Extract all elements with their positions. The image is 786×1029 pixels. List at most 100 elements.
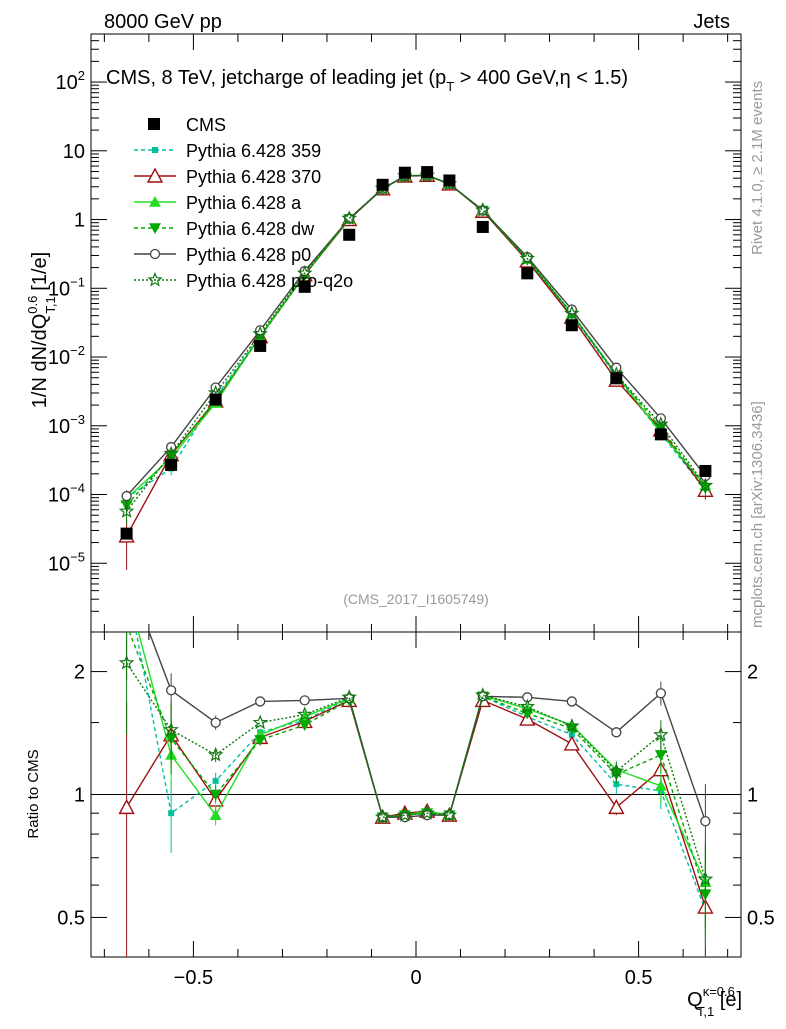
cms-data-point	[699, 464, 712, 477]
ratio-point	[441, 807, 458, 822]
header-energy: 8000 GeV pp	[104, 11, 222, 33]
mc-point	[519, 250, 536, 266]
main-y-tick-label: 10−3	[48, 412, 85, 438]
legend-label-cms: CMS	[186, 115, 226, 135]
analysis-id-label: (CMS_2017_I1605749)	[343, 591, 489, 607]
ratio-point	[374, 809, 391, 824]
ratio-point	[254, 735, 267, 746]
ratio-point	[608, 798, 625, 815]
main-series-group	[118, 166, 714, 570]
main-y-tick-exp: −3	[70, 412, 85, 427]
legend-marker-cms	[148, 118, 160, 130]
main-y-tick-base: 10	[48, 416, 70, 438]
cms-data-series	[120, 166, 712, 540]
cms-data-point	[476, 220, 489, 233]
ratio-point	[163, 721, 179, 737]
ratio-point	[207, 746, 224, 762]
mc-point	[475, 201, 491, 217]
mc-point	[163, 445, 179, 461]
main-y-tick-label: 10−4	[48, 481, 85, 507]
ratio-point	[608, 763, 625, 778]
legend-marker	[146, 167, 164, 183]
rivet-version-label: Rivet 4.1.0, ≥ 2.1M events	[749, 81, 766, 255]
main-y-tick-exp: −4	[70, 481, 85, 496]
header-process: Jets	[693, 11, 730, 33]
main-y-tick-label: 10−2	[48, 343, 85, 369]
main-y-tick-label: 10−5	[48, 549, 85, 575]
ratio-point	[655, 688, 667, 699]
mc-point	[118, 503, 135, 518]
mc-point	[252, 325, 268, 341]
ratio-point	[563, 735, 580, 751]
x-axis-label: Qκ=0.6 T,1 [e]	[687, 984, 742, 1019]
ratio-point	[397, 807, 413, 822]
ratio-point	[654, 779, 667, 791]
legend-marker	[152, 147, 158, 153]
ratio-y-axis-label: Ratio to CMS	[25, 749, 42, 838]
ratio-point	[210, 717, 221, 728]
ratio-point	[566, 696, 577, 707]
ratio-y-tick-label-left: 2	[74, 662, 85, 684]
ratio-point	[298, 720, 311, 731]
ratio-y-tick-label-right: 1	[747, 785, 758, 807]
main-y-tick-base: 10	[63, 141, 85, 163]
ratio-point	[252, 714, 268, 730]
legend-label: Pythia 6.428 p0	[186, 245, 311, 265]
ratio-point	[419, 805, 435, 820]
ratio-line	[135, 632, 707, 911]
ratio-y-tick-label-left: 1	[74, 785, 85, 807]
mc-point	[296, 265, 313, 280]
x-tick-label: −0.5	[174, 967, 213, 989]
ratio-point	[299, 695, 310, 706]
main-y-tick-label: 10	[63, 141, 85, 163]
legend-marker	[149, 196, 161, 207]
ratio-point	[165, 685, 177, 696]
legend-marker	[147, 271, 163, 287]
ratio-point	[121, 620, 133, 631]
ratio-line	[126, 662, 707, 880]
mc-line	[126, 174, 706, 512]
mc-point	[564, 305, 580, 321]
ratio-point	[700, 816, 711, 827]
legend-label: Pythia 6.428 dw	[186, 219, 315, 239]
cms-data-point	[254, 339, 267, 352]
legend-marker	[149, 223, 161, 234]
mc-point	[341, 210, 357, 225]
ratio-point	[118, 654, 135, 670]
ratio-point	[564, 718, 580, 733]
ratio-series-p0	[148, 632, 711, 869]
cms-data-point	[376, 178, 389, 191]
main-y-tick-label: 1	[74, 210, 85, 232]
cms-data-point	[120, 527, 133, 540]
main-y-tick-base: 10	[48, 347, 70, 369]
main-y-tick-label: 10−1	[48, 274, 85, 300]
x-tick-label: 0.5	[625, 967, 653, 989]
chart-title: CMS, 8 TeV, jetcharge of leading jet (pT…	[106, 67, 628, 94]
cms-data-point	[565, 319, 578, 332]
ratio-point	[611, 727, 622, 738]
ratio-point	[519, 698, 536, 714]
main-y-tick-exp: −1	[70, 274, 85, 289]
ratio-point	[124, 580, 130, 586]
cms-data-point	[209, 393, 222, 406]
ratio-point	[121, 582, 133, 593]
mc-point	[121, 490, 132, 502]
ratio-point	[296, 706, 313, 722]
legend: CMS Pythia 6.428 359 Pythia 6.428 370 Pythi…	[134, 115, 353, 291]
cms-data-point	[521, 267, 534, 280]
legend-marker	[149, 248, 161, 260]
ratio-line	[137, 632, 707, 883]
ratio-series-dw	[121, 620, 712, 949]
ratio-point	[209, 789, 222, 801]
main-y-tick-exp: −5	[70, 549, 85, 564]
ratio-point	[654, 750, 667, 761]
ratio-point	[341, 689, 357, 704]
ratio-series-group	[118, 580, 714, 957]
ratio-line	[148, 632, 707, 822]
cms-data-point	[654, 428, 667, 441]
mcplots-reference-label: mcplots.cern.ch [arXiv:1306.3436]	[749, 401, 766, 628]
ratio-point	[697, 871, 714, 886]
main-y-tick-base: 10	[48, 278, 70, 300]
main-y-tick-base: 10	[48, 553, 70, 575]
